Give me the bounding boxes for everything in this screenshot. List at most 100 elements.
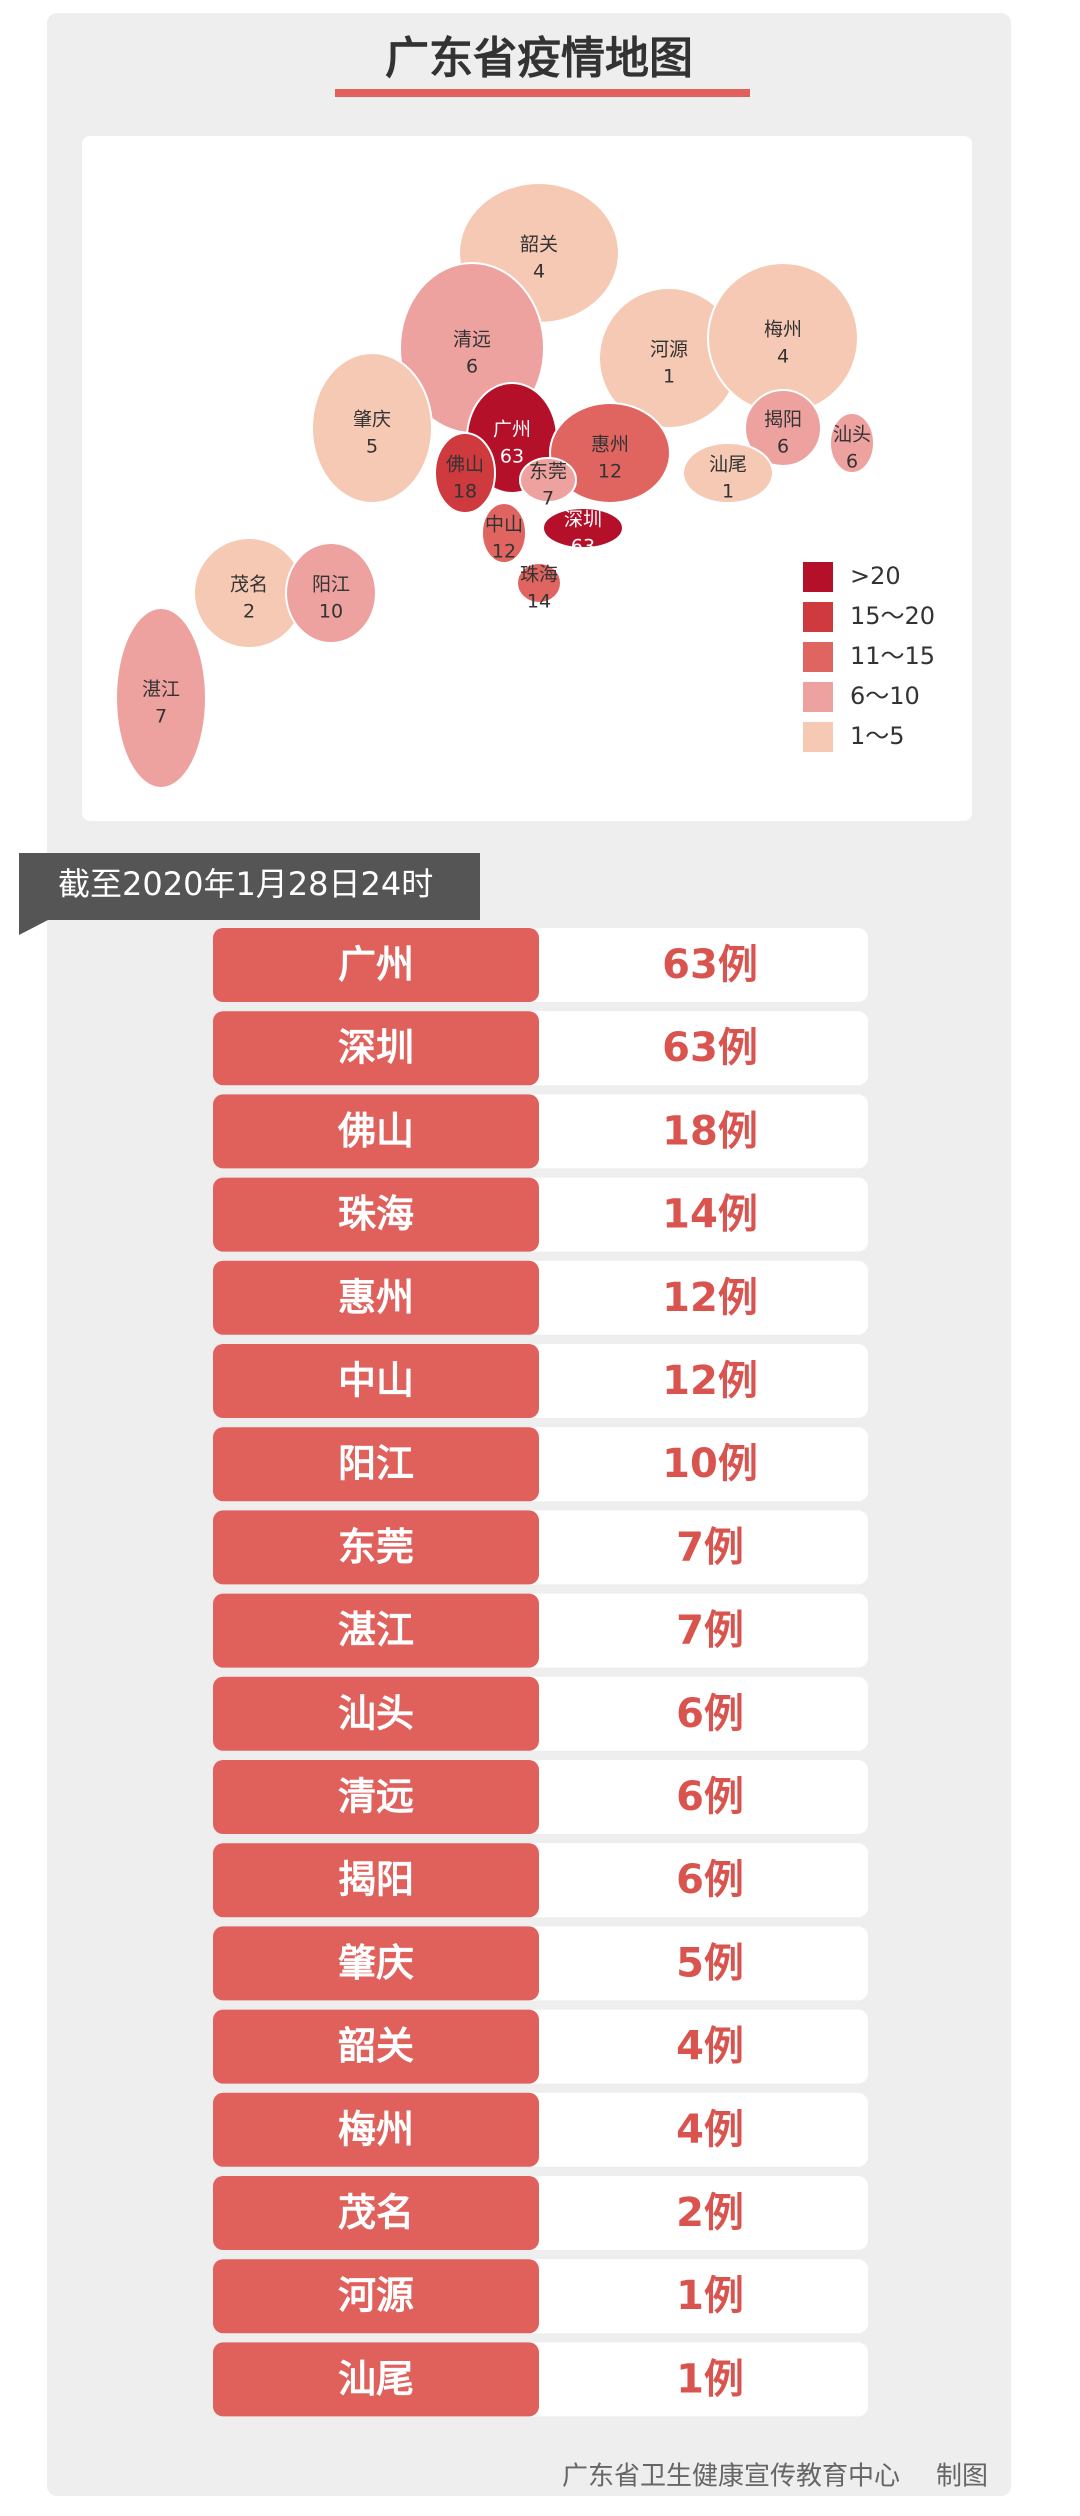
row-name: 广州 bbox=[338, 943, 414, 987]
legend-label: >20 bbox=[850, 562, 901, 590]
row-count: 12例 bbox=[662, 1275, 758, 1321]
row-name-cell bbox=[213, 1843, 539, 1918]
date-tag bbox=[19, 853, 480, 935]
region-name: 清远 bbox=[453, 329, 491, 351]
legend-label: 1～5 bbox=[850, 722, 905, 750]
row-name: 汕尾 bbox=[338, 2357, 414, 2401]
date-text: 截至2020年1月28日24时 bbox=[58, 865, 433, 903]
row-name: 肇庆 bbox=[338, 1941, 414, 1985]
region bbox=[516, 562, 562, 604]
footer-credit: 广东省卫生健康宣传教育中心 bbox=[562, 2462, 900, 2492]
row-name: 茂名 bbox=[338, 2191, 414, 2235]
row-name-cell bbox=[213, 1427, 539, 1502]
region-name: 茂名 bbox=[230, 574, 268, 596]
region bbox=[285, 542, 377, 644]
region-value: 63 bbox=[500, 446, 524, 468]
row-name: 湛江 bbox=[338, 1608, 414, 1652]
region-value: 12 bbox=[492, 541, 516, 563]
region-name: 韶关 bbox=[520, 234, 558, 256]
row-name: 揭阳 bbox=[338, 1858, 414, 1902]
region-name: 珠海 bbox=[520, 564, 558, 586]
row-count: 1例 bbox=[676, 2273, 744, 2319]
region-value: 18 bbox=[453, 481, 477, 503]
row-count: 7例 bbox=[676, 1608, 744, 1654]
row-name-cell bbox=[213, 1926, 539, 2001]
row-count: 12例 bbox=[662, 1358, 758, 1404]
row-name: 梅州 bbox=[338, 2107, 414, 2151]
row-name-cell bbox=[213, 1760, 539, 1834]
row-name-cell bbox=[213, 928, 539, 1002]
row-count: 10例 bbox=[662, 1441, 758, 1487]
region-name: 深圳 bbox=[564, 509, 602, 531]
row-name: 珠海 bbox=[338, 1192, 414, 1236]
row-count: 6例 bbox=[676, 1691, 744, 1737]
row-name: 阳江 bbox=[338, 1442, 414, 1486]
region-value: 2 bbox=[243, 601, 255, 623]
region-name: 广州 bbox=[493, 419, 531, 441]
region-value: 6 bbox=[846, 451, 858, 473]
row-name-cell bbox=[213, 1011, 539, 1086]
footer-note: 制图 bbox=[936, 2462, 988, 2492]
legend-swatch bbox=[803, 602, 833, 632]
region bbox=[519, 457, 577, 503]
row-name-cell bbox=[213, 1177, 539, 1252]
region-name: 梅州 bbox=[764, 319, 802, 341]
region-name: 河源 bbox=[650, 339, 688, 361]
row-name: 深圳 bbox=[338, 1026, 414, 1070]
row-count: 4例 bbox=[676, 2024, 744, 2070]
region-value: 12 bbox=[598, 461, 622, 483]
legend-swatch bbox=[803, 562, 833, 592]
row-name: 惠州 bbox=[338, 1275, 414, 1319]
map: 韶关 4 清远 6 河源 1 梅州 4 肇庆 5 广州 63 佛山 18 惠州 12 东莞 7 揭阳 6 汕头 6 汕尾 1 深… bbox=[115, 182, 875, 789]
region-name: 佛山 bbox=[446, 454, 484, 476]
row-name: 韶关 bbox=[338, 2024, 414, 2068]
region-name: 东莞 bbox=[529, 461, 567, 483]
region bbox=[829, 412, 875, 474]
row-name-cell bbox=[213, 2342, 539, 2417]
row-count: 5例 bbox=[676, 1940, 744, 1986]
legend-label: 15～20 bbox=[850, 602, 935, 630]
row-name-cell bbox=[213, 1593, 539, 1668]
row-name: 佛山 bbox=[337, 1109, 414, 1153]
row-name-cell bbox=[213, 2009, 539, 2084]
row-count: 6例 bbox=[676, 1857, 744, 1903]
legend-label: 6～10 bbox=[850, 682, 920, 710]
row-name: 汕头 bbox=[338, 1691, 414, 1735]
row-name-cell bbox=[213, 2259, 539, 2334]
region bbox=[744, 389, 822, 467]
region bbox=[542, 507, 624, 549]
title-underline bbox=[335, 89, 750, 97]
row-name: 河源 bbox=[338, 2274, 414, 2318]
region-name: 肇庆 bbox=[353, 409, 391, 431]
region bbox=[434, 432, 496, 514]
region-value: 6 bbox=[777, 436, 789, 458]
region bbox=[682, 442, 774, 504]
region-name: 惠州 bbox=[591, 434, 629, 456]
region-value: 1 bbox=[663, 366, 675, 388]
row-name-cell bbox=[213, 1344, 539, 1418]
row-count: 18例 bbox=[662, 1108, 758, 1154]
region-name: 汕尾 bbox=[709, 454, 747, 476]
region bbox=[481, 502, 527, 564]
row-name: 中山 bbox=[338, 1359, 414, 1403]
row-name-cell bbox=[213, 1676, 539, 1751]
region-name: 中山 bbox=[485, 514, 523, 536]
row-name-cell bbox=[213, 2092, 539, 2167]
row-count: 4例 bbox=[676, 2107, 744, 2153]
legend-label: 11～15 bbox=[850, 642, 935, 670]
region-value: 7 bbox=[155, 706, 167, 728]
region-value: 1 bbox=[722, 481, 734, 503]
region-name: 揭阳 bbox=[764, 409, 802, 431]
row-name-cell bbox=[213, 2176, 539, 2250]
region-value: 6 bbox=[466, 356, 478, 378]
region-value: 4 bbox=[777, 346, 789, 368]
legend-swatch bbox=[803, 682, 833, 712]
region-value: 10 bbox=[319, 601, 343, 623]
row-name: 清远 bbox=[338, 1775, 414, 1819]
row-count: 2例 bbox=[676, 2190, 744, 2236]
region-value: 7 bbox=[542, 488, 554, 510]
region-name: 阳江 bbox=[312, 574, 350, 596]
legend-swatch bbox=[803, 722, 833, 752]
